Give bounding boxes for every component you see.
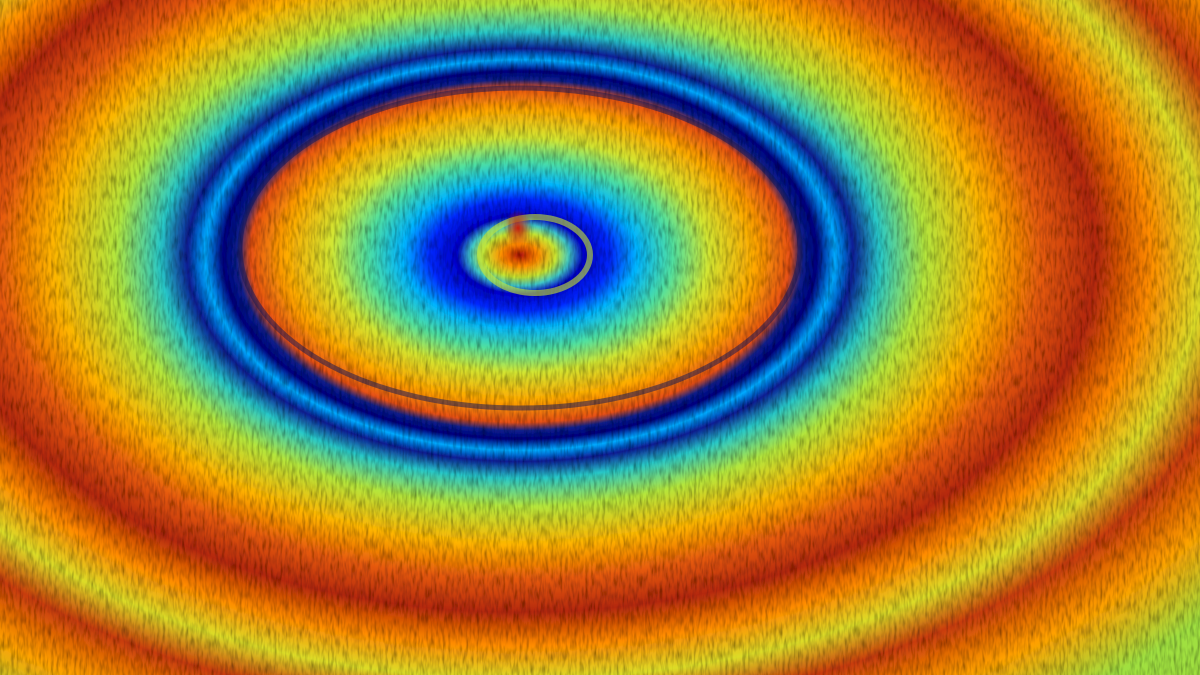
central-peak: [504, 210, 532, 246]
central-ring: [477, 214, 593, 296]
plateau-edge: [237, 85, 803, 411]
